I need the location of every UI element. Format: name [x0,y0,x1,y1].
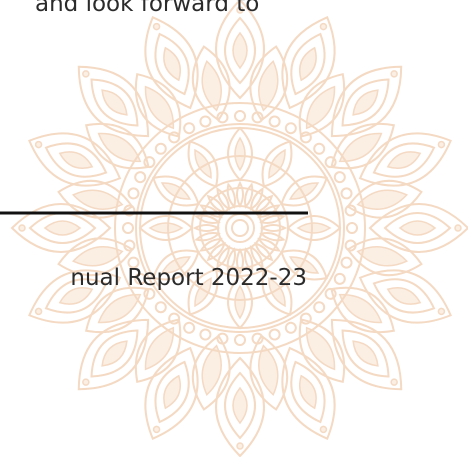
mandala-decoration [12,0,468,456]
mandala-dot [35,141,43,149]
footer-text: nual Report 2022-23 [70,265,307,291]
mandala-bead [182,121,195,134]
mandala-bead [235,335,245,345]
mandala-bead [127,187,140,200]
body-text: and look forward to [35,0,259,17]
mandala-petal [160,179,193,204]
mandala-dot [35,308,43,316]
mandala-ring [232,220,248,236]
mandala-petal [195,225,218,231]
mandala-bead [340,187,353,200]
mandala-petal [262,225,285,231]
mandala-petal [97,336,132,371]
mandala-petal [400,221,435,235]
mandala-petal [237,183,243,206]
mandala-bead [235,111,245,121]
mandala-bead [312,300,326,314]
mandala-bead [252,112,263,123]
mandala-petal [233,33,247,68]
mandala-petal [348,336,383,371]
mandala-ring [226,214,254,242]
mandala-petal [97,85,132,120]
mandala-dot [82,378,90,386]
mandala-dot [320,425,328,433]
mandala-bead [252,333,263,344]
mandala-bead [345,240,356,251]
mandala-dot [455,225,461,231]
mandala-bead [284,321,297,334]
mandala-bead [154,300,168,314]
mandala-bead [154,142,168,156]
mandala-bead [268,328,281,341]
mandala-dot [153,425,161,433]
mandala-petal [150,223,182,233]
mandala-bead [340,256,353,269]
mandala-bead [312,142,326,156]
mandala-petal [233,388,247,423]
mandala-petal [235,138,245,170]
mandala-petal [288,179,321,204]
mandala-bead [268,115,281,128]
mandala-dot [320,23,328,31]
mandala-bead [284,121,297,134]
mandala-bead [124,240,135,251]
mandala-bead [133,170,146,183]
mandala-bead [199,328,212,341]
mandala-petal [298,223,330,233]
mandala-dot [82,70,90,78]
mandala-dot [437,308,445,316]
page: and look forward to nual Report 2022-23 [0,0,468,457]
mandala-petal [348,85,383,120]
mandala-ring [200,188,280,268]
mandala-bead [347,223,357,233]
mandala-dot [390,378,398,386]
mandala-bead [123,223,133,233]
mandala-petal [45,221,80,235]
mandala-bead [333,170,346,183]
mandala-petal [191,148,216,181]
mandala-bead [199,115,212,128]
mandala-bead [217,333,228,344]
mandala-bead [217,112,228,123]
mandala-dot [19,225,25,231]
mandala-petal [265,148,290,181]
mandala-bead [182,321,195,334]
mandala-bead [333,272,346,285]
mandala-bead [345,205,356,216]
mandala-ring [192,180,288,276]
mandala-dot [437,141,445,149]
mandala-dot [237,443,243,449]
mandala-dot [390,70,398,78]
mandala-dot [153,23,161,31]
